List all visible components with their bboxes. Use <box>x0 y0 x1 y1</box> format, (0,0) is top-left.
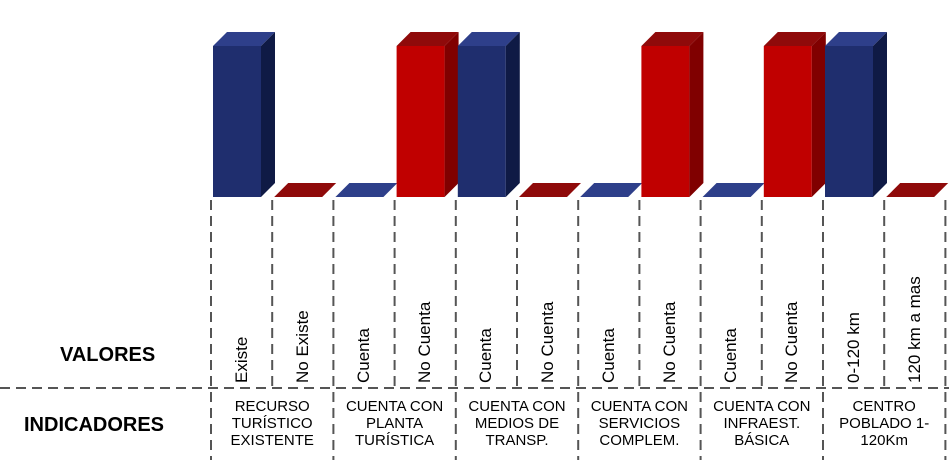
indicator-label-line: CENTRO <box>852 398 916 415</box>
indicator-label-line: CUENTA CON <box>590 398 688 415</box>
category-label-0: Existe <box>231 336 251 383</box>
indicator-label-2: CUENTA CON MEDIOS DE TRANSP. <box>457 398 577 460</box>
bar-10 <box>825 32 887 197</box>
category-label-10: 0-120 km <box>843 312 863 383</box>
indicator-label-3: CUENTA CON SERVICIOS COMPLEM. <box>579 398 699 460</box>
indicadores-row-label: INDICADORES <box>24 414 165 436</box>
bar-5 <box>519 183 581 197</box>
bar-1 <box>274 183 337 197</box>
indicator-label-line: MEDIOS DE <box>474 415 560 432</box>
category-label-4: Cuenta <box>476 328 496 383</box>
indicator-label-line: TURÍSTICO <box>231 415 313 432</box>
bar-6 <box>580 183 643 197</box>
category-label-6: Cuenta <box>598 328 618 383</box>
indicator-label-line: SERVICIOS <box>598 415 681 432</box>
indicator-label-line: PLANTA <box>365 415 424 432</box>
indicator-label-0: RECURSO TURÍSTICO EXISTENTE <box>212 398 332 460</box>
indicator-label-line: TRANSP. <box>485 432 549 449</box>
indicator-label-line: BÁSICA <box>734 432 790 449</box>
category-label-8: Cuenta <box>721 328 741 383</box>
indicator-label-line: TURÍSTICA <box>355 432 435 449</box>
category-label-3: No Cuenta <box>415 301 435 383</box>
bar-7 <box>641 32 704 197</box>
indicator-label-4: CUENTA CON INFRAEST. BÁSICA <box>702 398 822 460</box>
bar-3 <box>396 32 459 197</box>
category-label-7: No Cuenta <box>660 301 679 383</box>
category-label-9: No Cuenta <box>782 301 802 383</box>
category-label-1: No Existe <box>292 310 312 383</box>
category-label-2: Cuenta <box>354 328 373 383</box>
category-label-11: 120 km a mas <box>904 276 924 383</box>
indicator-label-5: CENTRO POBLADO 1- 120Km <box>824 398 944 460</box>
indicator-label-line: CUENTA CON <box>713 398 811 415</box>
valores-row-label: VALORES <box>60 344 156 366</box>
indicator-label-line: 120Km <box>860 432 908 449</box>
bar-4 <box>457 32 520 197</box>
bar-9 <box>763 32 826 197</box>
indicator-label-line: COMPLEM. <box>599 432 680 449</box>
bar-0 <box>213 32 275 197</box>
bar-2 <box>335 183 398 197</box>
indicator-label-line: RECURSO <box>234 398 310 415</box>
indicator-label-line: CUENTA CON <box>345 398 444 415</box>
indicator-label-line: POBLADO 1- <box>839 415 930 432</box>
indicator-label-line: CUENTA CON <box>468 398 566 415</box>
indicator-label-1: CUENTA CON PLANTA TURÍSTICA <box>334 398 454 460</box>
bar-8 <box>702 183 765 197</box>
category-label-5: No Cuenta <box>537 301 557 383</box>
bar-11 <box>886 183 949 197</box>
indicator-label-line: INFRAEST. <box>723 415 801 432</box>
indicator-label-line: EXISTENTE <box>230 432 314 449</box>
